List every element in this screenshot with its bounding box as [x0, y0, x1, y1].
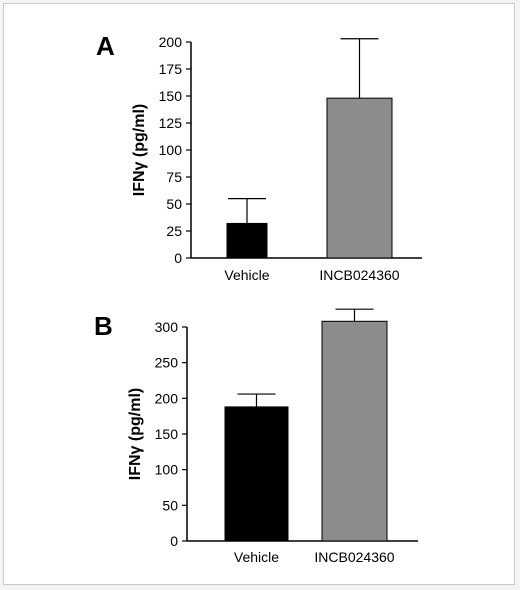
panel-a-bar-incb024360 — [326, 97, 393, 259]
panel-a-chart: A IFNγ (pg/ml) 0 25 50 75 100 125 150 175 200 Vehic… — [96, 31, 422, 283]
panel-b-category-label: Vehicle — [234, 549, 279, 565]
panel-a-bar-vehicle — [226, 222, 268, 259]
panel-a-y-tick-label: 75 — [166, 169, 182, 185]
panel-a-y-tick-label: 150 — [159, 88, 183, 104]
panel-a-category-label: INCB024360 — [319, 267, 399, 283]
panel-b-bar-incb024360 — [321, 320, 388, 542]
panel-b-y-tick-label: 50 — [162, 497, 178, 513]
panel-b-y-tick-label: 300 — [155, 319, 179, 335]
bar-charts: A IFNγ (pg/ml) 0 25 50 75 100 125 150 175 200 Vehic… — [94, 31, 422, 565]
panel-b-y-axis-title: IFNγ (pg/ml) — [127, 388, 144, 480]
panel-b-bar-vehicle — [224, 406, 289, 542]
panel-b-y-tick-label: 250 — [155, 355, 179, 371]
panel-a-category-label: Vehicle — [224, 267, 269, 283]
panel-b-letter: B — [94, 311, 113, 341]
panel-a-y-tick-label: 25 — [166, 223, 182, 239]
panel-b-y-tick-label: 150 — [155, 426, 179, 442]
panel-b-y-tick-label: 0 — [170, 533, 178, 549]
panel-a-y-tick-label: 200 — [159, 34, 183, 50]
figure-frame: A IFNγ (pg/ml) 0 25 50 75 100 125 150 175 200 Vehic… — [3, 3, 515, 585]
panel-b-y-tick-label: 200 — [155, 390, 179, 406]
panel-a-y-tick-label: 175 — [159, 61, 183, 77]
panel-a-y-axis-title: IFNγ (pg/ml) — [131, 104, 148, 196]
panel-b-chart: B IFNγ (pg/ml) 0 50 100 150 200 250 300 Vehicle IN… — [94, 308, 418, 565]
panel-a-y-tick-label: 0 — [174, 250, 182, 266]
panel-b-y-tick-label: 100 — [155, 462, 179, 478]
panel-b-category-label: INCB024360 — [314, 549, 394, 565]
panel-a-y-tick-label: 50 — [166, 196, 182, 212]
panel-a-letter: A — [96, 31, 115, 61]
panel-a-y-tick-label: 100 — [159, 142, 183, 158]
panel-a-y-tick-label: 125 — [159, 115, 183, 131]
